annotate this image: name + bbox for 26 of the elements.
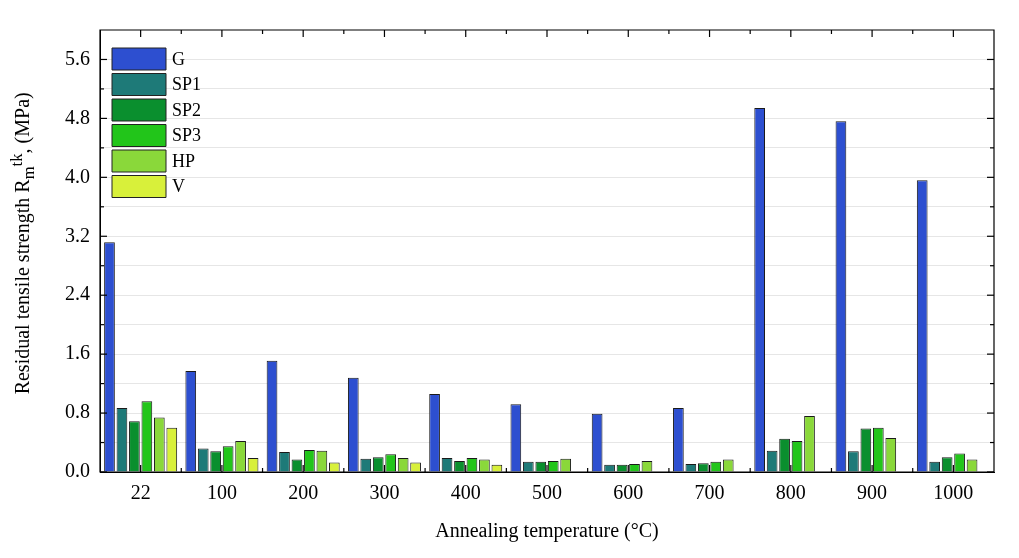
y-tick-label: 4.8 xyxy=(65,105,90,128)
x-axis-title: Annealing temperature (°C) xyxy=(435,519,659,543)
y-tick-label: 2.4 xyxy=(65,282,90,305)
x-tick-label: 600 xyxy=(613,481,644,504)
y-tick-label: 0.8 xyxy=(65,400,90,423)
x-tick-label: 500 xyxy=(532,481,562,504)
x-tick-label: 1000 xyxy=(933,481,974,504)
legend-label: V xyxy=(172,176,185,197)
y-tick-label: 0.0 xyxy=(65,459,90,482)
y-tick-label: 1.6 xyxy=(65,341,90,364)
legend-label: HP xyxy=(172,150,196,171)
x-tick-label: 900 xyxy=(857,481,888,504)
legend-label: SP1 xyxy=(172,74,202,95)
y-tick-label: 5.6 xyxy=(65,46,90,69)
x-tick-label: 300 xyxy=(369,481,400,504)
x-tick-label: 100 xyxy=(206,481,237,504)
legend-label: SP3 xyxy=(172,125,202,146)
x-tick-label: 400 xyxy=(450,481,481,504)
legend-label: G xyxy=(172,48,185,69)
x-tick-label: 800 xyxy=(775,481,806,504)
y-tick-label: 4.0 xyxy=(65,164,90,187)
x-tick-label: 200 xyxy=(288,481,319,504)
x-tick-label: 700 xyxy=(694,481,725,504)
legend-label: SP2 xyxy=(172,99,202,120)
x-tick-label: 22 xyxy=(130,481,151,504)
y-tick-label: 3.2 xyxy=(65,223,90,246)
